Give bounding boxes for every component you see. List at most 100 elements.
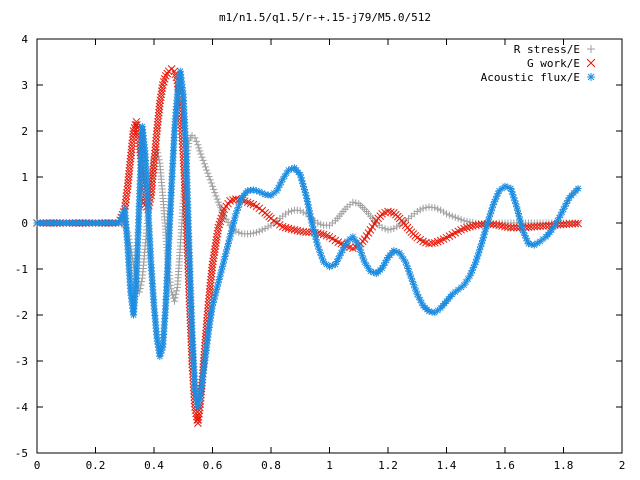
data-point [128, 139, 137, 148]
data-point [557, 211, 565, 219]
data-point [333, 258, 341, 265]
data-point [128, 142, 136, 151]
data-point [431, 309, 439, 317]
data-point [363, 261, 371, 269]
data-point [339, 246, 347, 254]
data-point [519, 226, 526, 234]
data-point [207, 266, 216, 275]
data-point [274, 184, 282, 192]
data-point [304, 201, 312, 209]
data-point [457, 216, 465, 224]
data-point [561, 202, 569, 210]
data-point [483, 222, 491, 230]
data-point [213, 232, 221, 241]
x-tick-label: 1.6 [495, 459, 515, 472]
data-point [205, 291, 214, 300]
data-point [194, 412, 203, 421]
data-point [565, 220, 574, 228]
data-point [156, 352, 164, 360]
data-point [281, 223, 290, 232]
x-tick-label: 1 [326, 459, 333, 472]
legend-swatch [587, 45, 595, 53]
data-point [151, 140, 160, 148]
data-point [460, 281, 468, 289]
data-point [123, 182, 132, 191]
data-point [212, 289, 220, 297]
data-point [460, 224, 468, 233]
data-point [556, 220, 565, 229]
data-point [307, 213, 315, 221]
data-point [235, 228, 243, 236]
data-point [357, 248, 365, 256]
data-point [197, 150, 205, 158]
data-point [219, 259, 227, 267]
data-point [434, 205, 442, 213]
data-point [199, 156, 207, 164]
data-point [204, 169, 212, 177]
data-point [352, 199, 360, 207]
data-point [400, 255, 408, 263]
data-point [358, 252, 366, 260]
data-point [428, 239, 436, 248]
data-point [206, 176, 214, 184]
data-point [511, 197, 519, 205]
data-point [126, 154, 135, 163]
data-point [448, 290, 456, 298]
data-point [205, 288, 214, 296]
data-point [278, 222, 287, 231]
series-layer [33, 65, 582, 427]
data-point [148, 175, 157, 184]
data-point [512, 200, 520, 208]
data-point [416, 296, 424, 304]
data-point [195, 409, 203, 418]
data-point [558, 208, 566, 216]
data-point [517, 219, 525, 227]
data-point [487, 207, 495, 215]
data-point [227, 230, 235, 237]
data-point [393, 248, 401, 256]
data-point [477, 243, 485, 251]
data-point [574, 185, 582, 192]
series-cross [33, 65, 582, 427]
data-point [124, 176, 133, 184]
data-point [208, 260, 217, 269]
data-point [129, 133, 137, 141]
data-point [504, 183, 512, 191]
data-point [384, 207, 392, 216]
data-point [448, 212, 456, 220]
data-point [153, 127, 161, 135]
data-point [228, 226, 236, 234]
data-point [172, 290, 180, 298]
data-point [149, 169, 157, 177]
data-point [480, 231, 488, 239]
data-point [491, 198, 498, 206]
data-point [161, 71, 170, 80]
data-point [545, 221, 553, 230]
data-point [454, 286, 462, 294]
data-point [359, 255, 367, 263]
data-point [413, 208, 421, 215]
data-point [554, 217, 562, 225]
data-point [378, 264, 386, 272]
data-point [206, 282, 215, 290]
data-point [419, 204, 427, 212]
data-point [300, 186, 308, 193]
data-point [337, 249, 345, 257]
data-point [283, 169, 291, 177]
data-point [574, 219, 582, 228]
y-tick-label: -2 [15, 309, 28, 322]
data-point [132, 117, 141, 126]
data-point [213, 195, 221, 203]
data-point [212, 192, 220, 200]
data-point [568, 219, 577, 228]
data-point [451, 213, 459, 221]
data-point [301, 188, 309, 196]
data-point [328, 262, 336, 270]
y-tick-label: 3 [21, 79, 28, 92]
data-point [314, 242, 322, 250]
data-point [431, 204, 439, 212]
data-point [195, 144, 203, 152]
data-point [300, 183, 308, 190]
data-point [520, 229, 528, 237]
data-point [471, 261, 479, 269]
